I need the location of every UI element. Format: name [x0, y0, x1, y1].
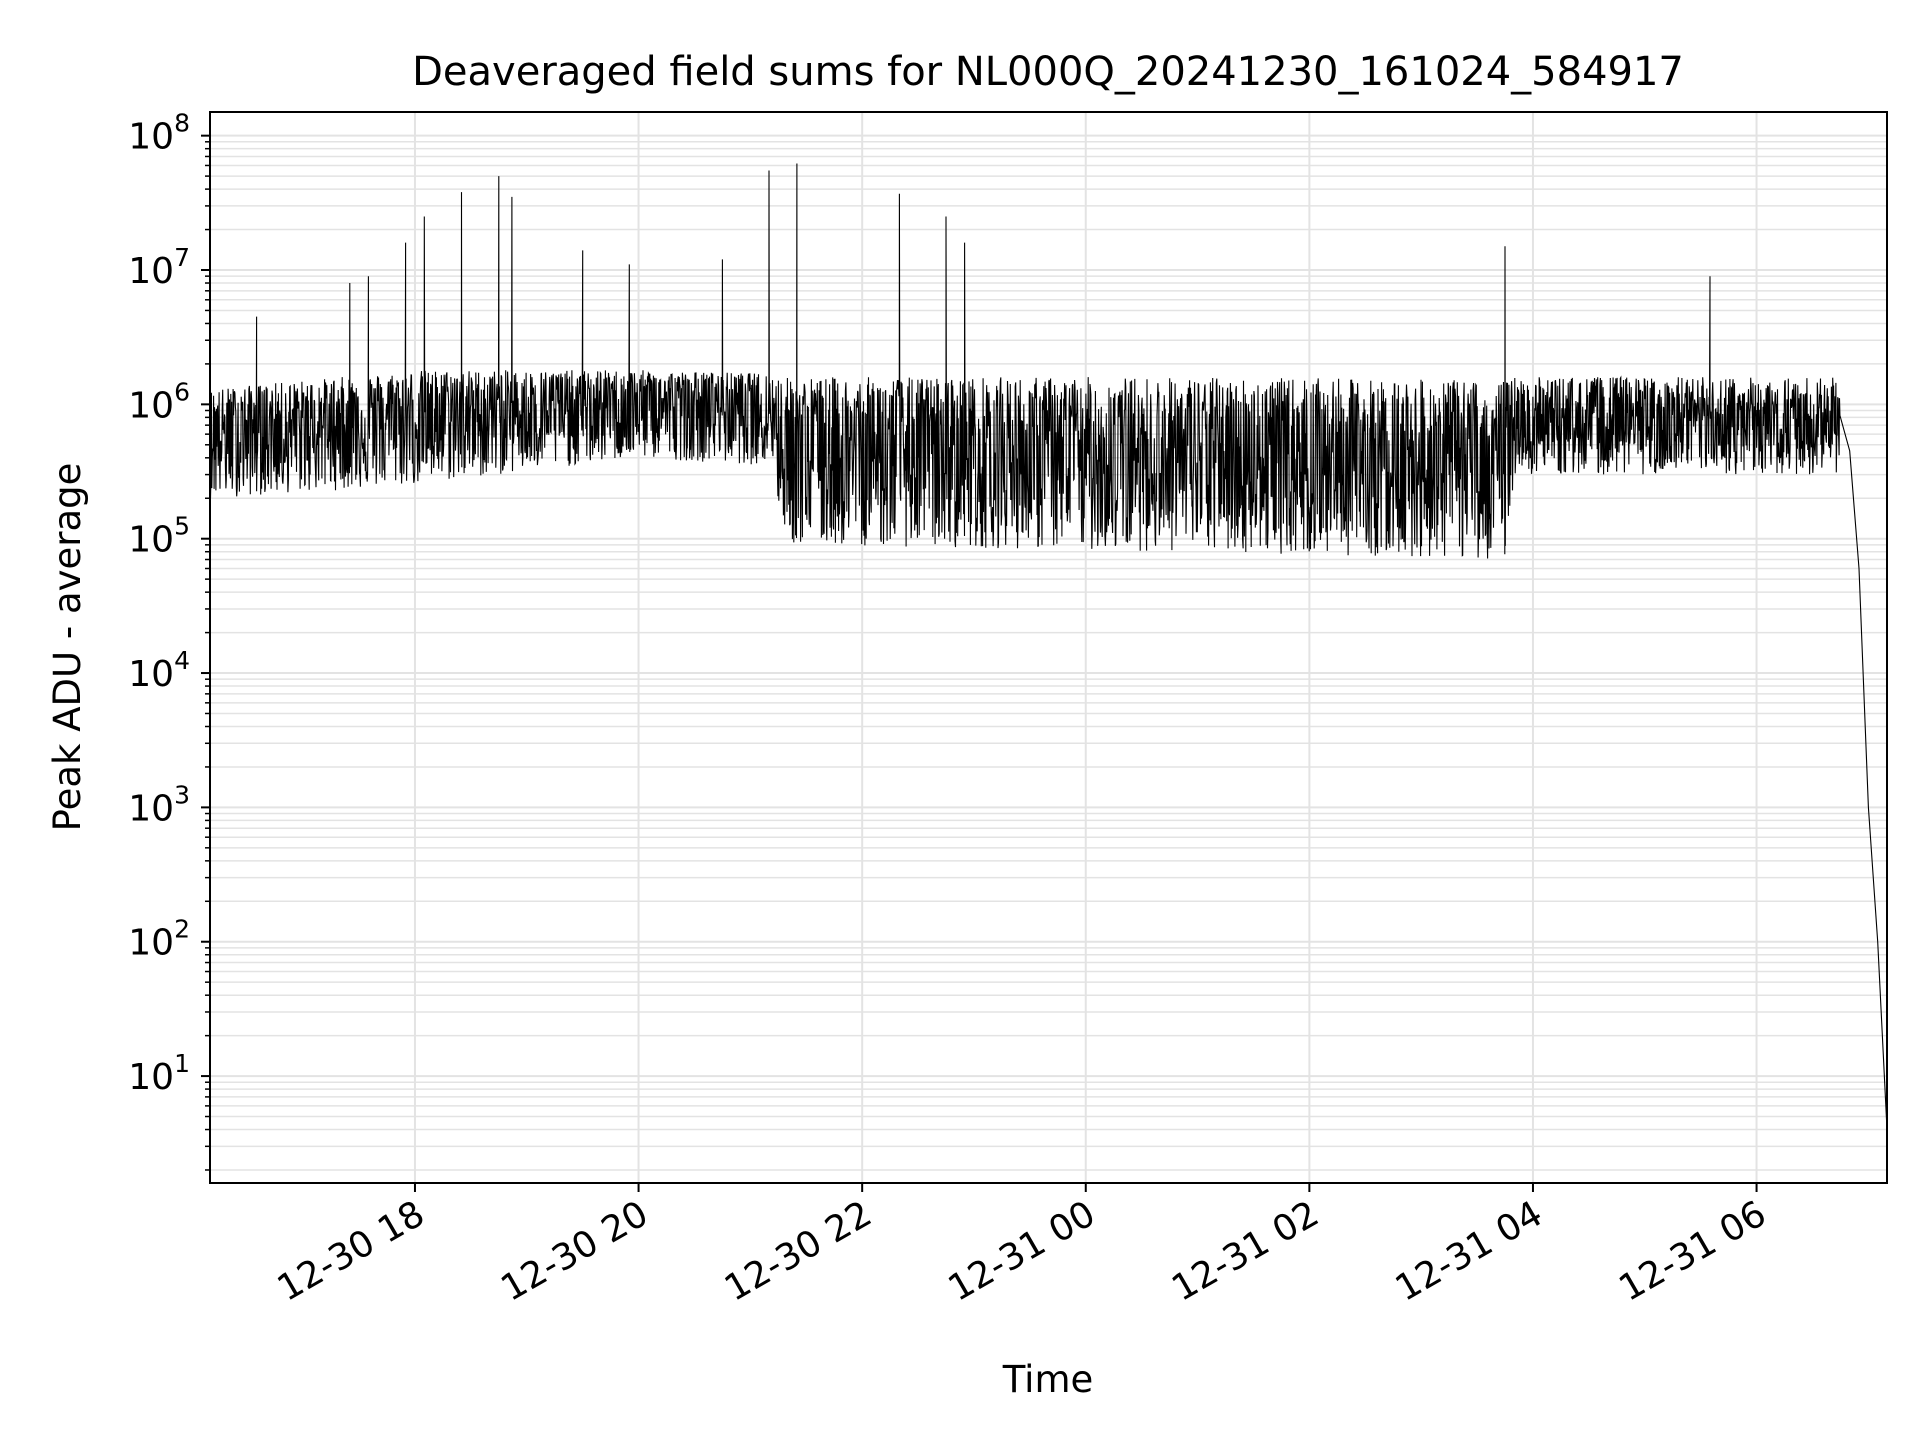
y-tick-label: 103 [128, 780, 190, 829]
grid-layer [210, 112, 1887, 1183]
plot-frame [209, 111, 1888, 1184]
chart-title: Deaveraged field sums for NL000Q_2024123… [412, 49, 1684, 95]
data-layer [210, 163, 1887, 1130]
y-axis-label: Peak ADU - average [46, 463, 89, 832]
y-tick-label: 106 [128, 377, 190, 426]
y-tick-label: 107 [128, 243, 190, 292]
series-line [210, 163, 1887, 1130]
y-tick-label: 108 [128, 109, 190, 158]
x-axis-label: Time [1002, 1358, 1094, 1401]
y-tick-label: 101 [128, 1049, 190, 1098]
y-tick-label: 104 [128, 646, 190, 695]
y-tick-label: 105 [128, 512, 190, 561]
y-tick-label: 102 [128, 915, 190, 964]
